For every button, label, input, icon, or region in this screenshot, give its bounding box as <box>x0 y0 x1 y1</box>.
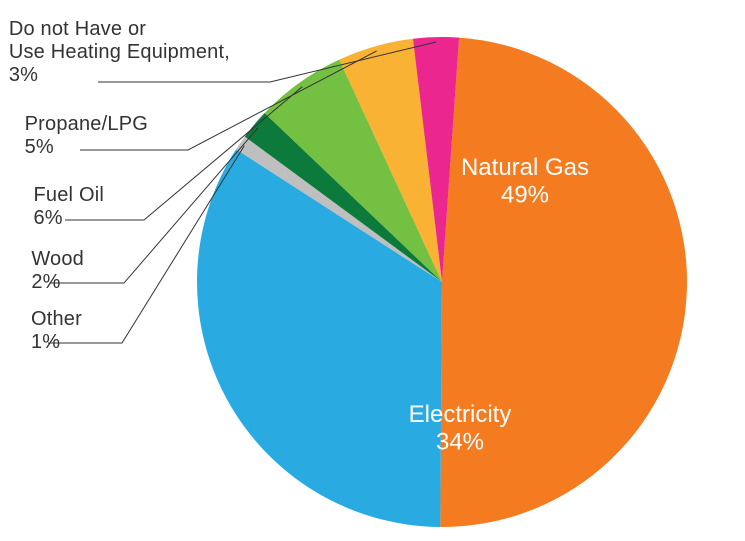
slice-label-external: Fuel Oil6% <box>33 184 104 230</box>
pie-chart: Natural Gas49%Electricity34% Do not Have… <box>0 0 745 541</box>
slice-label-external: Propane/LPG5% <box>25 113 148 159</box>
slice-label-external: Do not Have orUse Heating Equipment,3% <box>9 18 230 87</box>
slice-label-external: Wood2% <box>31 248 84 294</box>
slice-label-external: Other1% <box>31 308 82 354</box>
